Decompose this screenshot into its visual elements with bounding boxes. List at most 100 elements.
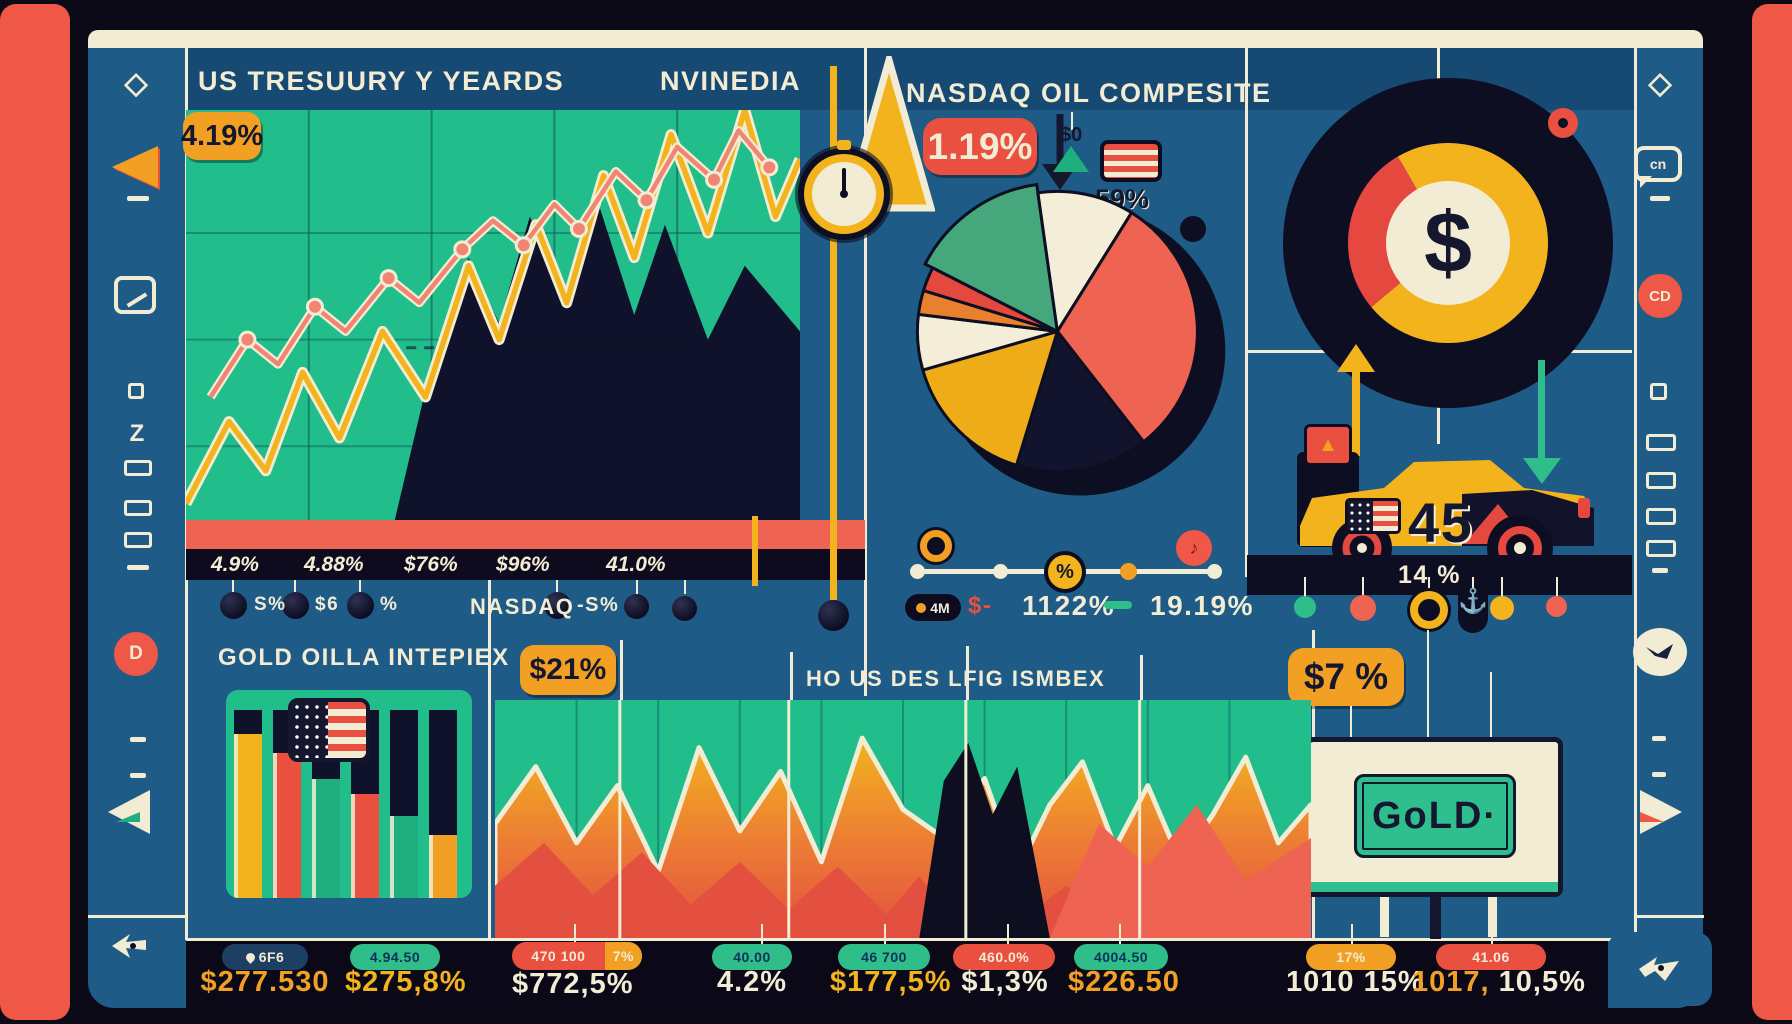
treasury-red-bar (186, 520, 865, 549)
flame-icon: ▲ (1318, 433, 1338, 456)
treasury-line-chart (186, 110, 800, 520)
pendulum-string (359, 580, 361, 594)
sidebar-divider (88, 915, 186, 918)
stat-pill-text: 17% (1336, 949, 1366, 965)
red-marker[interactable]: ♪ (1176, 530, 1212, 566)
dot-string (1556, 577, 1558, 596)
stat-value: 1010 15% (1286, 966, 1425, 998)
chart-string (1140, 655, 1143, 700)
clock-crown (837, 140, 851, 150)
car-number: 45 (1408, 491, 1474, 554)
left-edge-bar (0, 4, 70, 1020)
window-icon[interactable] (114, 276, 156, 314)
gold-sign-text: GoLD· (1371, 794, 1499, 837)
pendulum-bob[interactable] (818, 600, 849, 631)
legend-tag: 4M (930, 599, 950, 616)
droplet-icon (243, 950, 257, 964)
bob-label: % (380, 594, 399, 615)
pendulum-bob[interactable] (672, 596, 697, 621)
chart-string (620, 640, 623, 700)
gold-sign-board: GoLD· (1305, 737, 1563, 897)
pendulum-string (232, 580, 234, 594)
slider-knob-glyph: % (1056, 560, 1074, 583)
green-dot (1294, 596, 1316, 618)
bird-button[interactable] (1608, 932, 1712, 1006)
slider-dot[interactable] (993, 564, 1008, 579)
gold-line (186, 110, 800, 505)
slider-dot-orange[interactable] (1120, 563, 1137, 580)
clock-needle (842, 168, 846, 196)
card-icon[interactable] (1646, 540, 1676, 557)
diamond-icon[interactable]: ◇ (1648, 67, 1672, 100)
small-square-icon[interactable] (128, 383, 144, 399)
pie-value-right: 19.19% (1150, 590, 1254, 621)
anchor-marker: ⚓ (1458, 589, 1488, 633)
down-arrow-icon-green (1523, 458, 1561, 484)
red-dot-core (1558, 118, 1568, 128)
pendulum-bob[interactable] (282, 592, 309, 619)
chat-bubble-letters: cn (1649, 156, 1667, 172)
bird-circle-icon[interactable] (1633, 628, 1687, 676)
stat-value: $772,5% (512, 968, 634, 1000)
card-icon[interactable] (1646, 508, 1676, 525)
card-icon[interactable] (1646, 472, 1676, 489)
nasdaq-value: -S% (577, 594, 620, 616)
bird-silhouette-icon (1646, 644, 1673, 659)
pendulum-bob[interactable] (220, 592, 247, 619)
anchor-icon: ⚓ (1458, 588, 1488, 615)
pie-slice-green (923, 182, 1060, 335)
card-icon[interactable] (1646, 434, 1676, 451)
play-left-icon[interactable] (112, 146, 158, 188)
badge-cd-icon[interactable]: CD (1638, 274, 1682, 318)
cross-line-v (1437, 398, 1440, 444)
nav-dart-icon[interactable] (112, 932, 156, 960)
axis-label: 4.88% (304, 553, 364, 576)
badge-d-icon[interactable]: D (114, 632, 158, 676)
slider-knob[interactable]: % (1044, 551, 1086, 593)
axis-label: 4.9% (211, 553, 259, 576)
divider (1245, 48, 1248, 577)
pendulum-bob[interactable] (624, 594, 649, 619)
stat-string (1351, 924, 1353, 944)
dash-icon (1652, 568, 1668, 573)
legend-green-dash (1104, 601, 1132, 609)
stat-string (761, 924, 763, 944)
nvidia-title: NVINEDIA (660, 66, 802, 96)
treasury-badge: 4.19% (181, 112, 263, 160)
dash-icon (1652, 736, 1666, 741)
pendulum-string (684, 580, 686, 594)
chart-string (790, 652, 793, 700)
slider-dot[interactable] (1207, 564, 1222, 579)
ring-marker (1410, 591, 1448, 629)
pendulum-bob[interactable] (347, 592, 374, 619)
card-icon[interactable] (124, 460, 152, 476)
sign-green-strip (1310, 882, 1558, 892)
small-square-icon[interactable] (1650, 383, 1667, 400)
donut-marker[interactable] (920, 530, 952, 562)
top-cream-strip (88, 30, 1703, 48)
window-diagonal (126, 292, 148, 308)
stat-string (1119, 924, 1121, 944)
pendulum-bob[interactable] (544, 592, 571, 619)
chat-bubble-icon[interactable]: cn (1634, 146, 1682, 188)
sign-string (1490, 672, 1492, 738)
stat-pill-text: 470 100 (531, 948, 586, 964)
gold-badge: $7 % (1288, 648, 1404, 706)
bar (390, 816, 418, 898)
card-icon[interactable] (124, 500, 152, 516)
pie-slice-red (921, 265, 1059, 333)
sign-leg (1430, 897, 1441, 939)
red-marker-icon: ♪ (1189, 537, 1199, 558)
letter-z-icon[interactable]: Z (129, 420, 145, 447)
stat-string (1491, 924, 1493, 944)
dot-string (1472, 577, 1474, 591)
stat-value-part2: 10,5% (1489, 966, 1586, 998)
card-icon[interactable] (124, 532, 152, 548)
sidebar-divider (1634, 915, 1704, 918)
stat-value: 1017, 10,5% (1412, 966, 1585, 999)
up-arrow-shaft (1352, 370, 1360, 456)
data-point (238, 330, 257, 349)
slider-dot[interactable] (910, 564, 925, 579)
back-triangle-accent (116, 812, 140, 822)
diamond-icon[interactable]: ◇ (124, 67, 148, 100)
